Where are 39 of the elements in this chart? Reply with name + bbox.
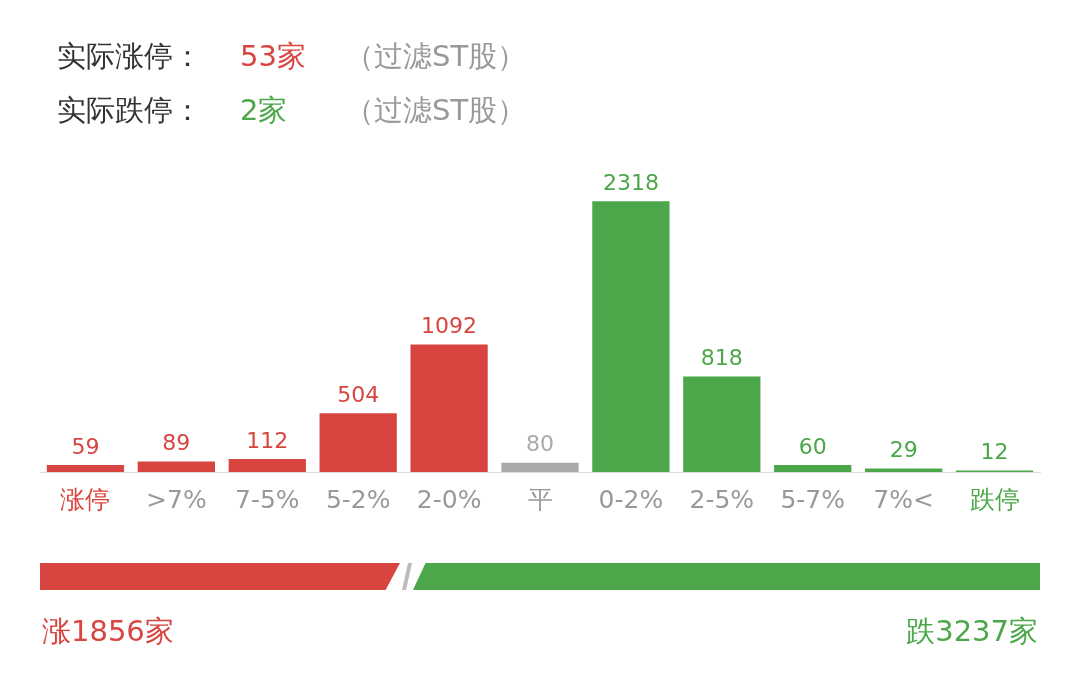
data-label: 89 <box>162 430 191 456</box>
data-label: 60 <box>798 433 827 459</box>
x-tick-label: 2-0% <box>416 484 482 514</box>
x-tick-label: 跌停 <box>969 484 1020 514</box>
x-tick-label: 0-2% <box>598 484 664 514</box>
data-label: 29 <box>889 437 918 463</box>
x-tick-label: 7-5% <box>234 484 300 514</box>
data-label: 80 <box>526 431 554 457</box>
x-tick-label: 5-7% <box>780 484 846 514</box>
data-label: 2318 <box>602 169 659 195</box>
bar <box>410 344 488 472</box>
text: 2家 <box>240 92 288 128</box>
text: （过滤ST股） <box>345 92 527 128</box>
text: （过滤ST股） <box>345 38 527 74</box>
x-tick-label: 涨停 <box>60 484 111 514</box>
bar <box>683 376 761 472</box>
data-label: 12 <box>980 439 1009 465</box>
data-label: 1092 <box>421 313 478 339</box>
text: 跌3237家 <box>906 613 1038 649</box>
x-tick-label: 2-5% <box>689 484 755 514</box>
text: 实际涨停： <box>57 38 202 74</box>
data-label: 504 <box>337 381 380 407</box>
bar <box>774 464 852 472</box>
x-tick-label: 平 <box>527 484 553 514</box>
data-label: 112 <box>246 427 289 453</box>
x-tick-label: >7% <box>146 484 207 514</box>
bar <box>319 413 397 472</box>
bar <box>501 462 579 472</box>
bar <box>46 465 125 472</box>
bar <box>137 461 215 472</box>
x-tick-label: 7%< <box>873 484 934 514</box>
bar <box>228 458 306 472</box>
x-tick-label: 5-2% <box>325 484 391 514</box>
bar <box>592 201 670 472</box>
data-label: 59 <box>71 433 100 459</box>
text: 涨1856家 <box>42 613 174 649</box>
data-label: 818 <box>700 345 743 371</box>
text: 实际跌停： <box>57 92 202 128</box>
text: 53家 <box>240 38 306 74</box>
